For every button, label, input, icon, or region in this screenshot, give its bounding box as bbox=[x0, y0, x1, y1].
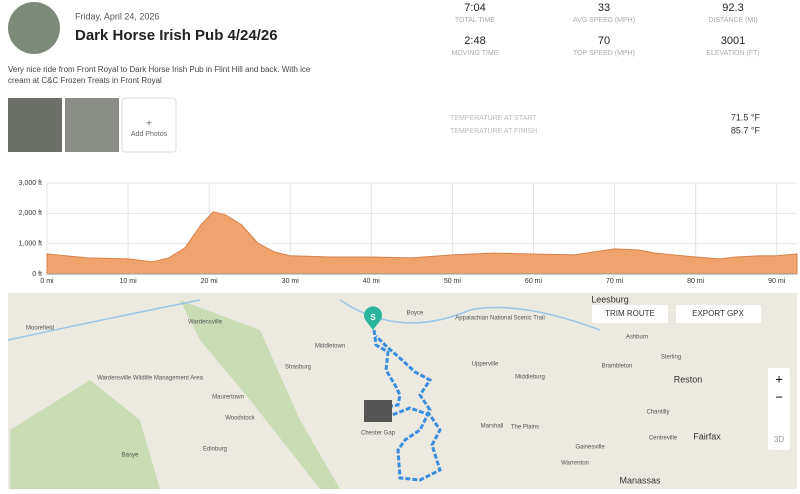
map-label: Warrenton bbox=[561, 461, 589, 467]
stat-label: MOVING TIME bbox=[452, 50, 499, 57]
stat-label: TOP SPEED (MPH) bbox=[573, 50, 635, 57]
y-tick-label: 3,000 ft bbox=[19, 180, 42, 187]
ride-title: Dark Horse Irish Pub 4/24/26 bbox=[75, 27, 278, 44]
y-tick-label: 2,000 ft bbox=[19, 210, 42, 217]
map-label: Chester Gap bbox=[361, 431, 396, 437]
export-gpx-button[interactable] bbox=[676, 305, 761, 323]
x-tick-label: 60 mi bbox=[525, 278, 543, 285]
x-tick-label: 50 mi bbox=[444, 278, 462, 285]
add-label: Add Photos bbox=[131, 131, 168, 138]
button-label: TRIM ROUTE bbox=[605, 309, 655, 318]
map-label: Ashburn bbox=[626, 335, 648, 341]
map-label: Middleburg bbox=[515, 375, 545, 381]
stat-value: 2:48 bbox=[464, 35, 485, 47]
x-tick-label: 80 mi bbox=[687, 278, 705, 285]
map-label: Reston bbox=[674, 374, 703, 384]
stat-label: DISTANCE (MI) bbox=[708, 17, 757, 24]
stat-value: 92.3 bbox=[722, 2, 743, 14]
map-label: Edinburg bbox=[203, 447, 227, 453]
map-label: Upperville bbox=[472, 362, 499, 368]
map-label: Sterling bbox=[661, 355, 681, 361]
photo[interactable] bbox=[8, 98, 62, 152]
elevation-area bbox=[46, 211, 798, 275]
3d-toggle[interactable]: 3D bbox=[774, 435, 784, 444]
x-tick-label: 20 mi bbox=[201, 278, 219, 285]
map-label: Chantilly bbox=[646, 410, 669, 416]
button-label: EXPORT GPX bbox=[692, 309, 744, 318]
map-label: Centreville bbox=[649, 436, 678, 442]
x-tick-label: 10 mi bbox=[120, 278, 138, 285]
map-label: Gainesville bbox=[575, 445, 605, 451]
terrain bbox=[10, 380, 160, 489]
map-label: Wardensville bbox=[188, 320, 223, 326]
stat-label: TOTAL TIME bbox=[455, 17, 496, 24]
add-photos[interactable] bbox=[121, 97, 177, 153]
temp-value: 85.7 °F bbox=[731, 125, 761, 135]
stat-value: 3001 bbox=[721, 35, 745, 47]
avatar bbox=[8, 2, 60, 54]
map-label: Leesburg bbox=[591, 294, 629, 304]
map-label: Marshall bbox=[481, 424, 504, 430]
x-tick-label: 90 mi bbox=[768, 278, 786, 285]
y-tick-label: 0 ft bbox=[32, 271, 42, 278]
stat-value: 70 bbox=[598, 35, 610, 47]
stat-label: AVG SPEED (MPH) bbox=[573, 17, 635, 24]
zoom-in[interactable]: + bbox=[775, 371, 783, 386]
y-tick-label: 1,000 ft bbox=[19, 241, 42, 248]
zoom-out[interactable]: − bbox=[775, 389, 783, 404]
map-label: Appalachian National Scenic Trail bbox=[455, 316, 544, 322]
date: Friday, April 24, 2026 bbox=[75, 11, 159, 21]
route bbox=[372, 329, 442, 482]
description: Very nice ride from Front Royal to Dark … bbox=[8, 65, 311, 85]
map-label: Middletown bbox=[315, 344, 345, 350]
map-label: Fairfax bbox=[693, 431, 721, 441]
trim-route-button[interactable] bbox=[592, 305, 668, 323]
photo-marker[interactable] bbox=[364, 400, 392, 422]
map-label: Strasburg bbox=[285, 365, 311, 371]
x-tick-label: 70 mi bbox=[606, 278, 624, 285]
map-label: The Plains bbox=[511, 425, 539, 431]
temp-label: TEMPERATURE AT FINISH bbox=[450, 128, 537, 135]
x-tick-label: 40 mi bbox=[363, 278, 381, 285]
x-tick-label: 30 mi bbox=[282, 278, 300, 285]
x-tick-label: 0 mi bbox=[40, 278, 54, 285]
map-label: Brambleton bbox=[602, 364, 633, 370]
map-label: Basye bbox=[122, 453, 139, 459]
terrain bbox=[180, 300, 340, 489]
add-icon: + bbox=[146, 119, 152, 130]
stat-value: 33 bbox=[598, 2, 610, 14]
start-pin bbox=[364, 306, 382, 330]
stat-value: 7:04 bbox=[464, 2, 485, 14]
photo[interactable] bbox=[65, 98, 119, 152]
stat-label: ELEVATION (FT) bbox=[706, 50, 759, 57]
start-label: S bbox=[370, 313, 376, 322]
map-label: Moorefield bbox=[26, 326, 54, 332]
temp-label: TEMPERATURE AT START bbox=[450, 115, 537, 122]
elevation-chart: 0 ft 1,000 ft 2,000 ft 3,000 ft 0 mi 10 mi 20 … bbox=[19, 180, 798, 285]
zoom-controls bbox=[768, 368, 790, 450]
map-label: Manassas bbox=[619, 475, 661, 485]
map-label: Boyce bbox=[407, 311, 424, 317]
temp-value: 71.5 °F bbox=[731, 112, 761, 122]
map-label: Woodstock bbox=[225, 416, 256, 422]
map-label: Maurertown bbox=[212, 395, 244, 401]
map-label: Wardensville Wildlife Management Area bbox=[97, 376, 203, 382]
